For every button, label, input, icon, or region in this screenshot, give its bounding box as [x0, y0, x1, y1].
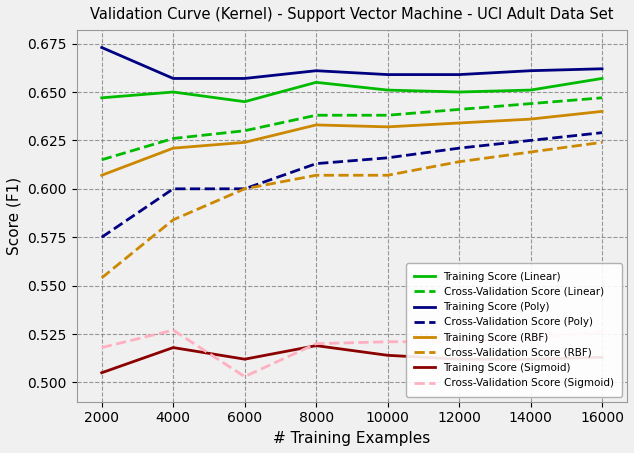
Training Score (Sigmoid): [169, 345, 177, 350]
Cross-Validation Score (RBF): [241, 186, 249, 192]
Cross-Validation Score (RBF): [598, 140, 606, 145]
Training Score (RBF): [98, 173, 105, 178]
Line: Training Score (Linear): Training Score (Linear): [101, 78, 602, 101]
Training Score (Poly): [598, 66, 606, 72]
Training Score (Linear): [527, 87, 534, 93]
Training Score (Poly): [527, 68, 534, 73]
Training Score (RBF): [313, 122, 320, 128]
Training Score (Linear): [384, 87, 391, 93]
Training Score (RBF): [598, 109, 606, 114]
Training Score (Poly): [169, 76, 177, 81]
Title: Validation Curve (Kernel) - Support Vector Machine - UCI Adult Data Set: Validation Curve (Kernel) - Support Vect…: [90, 7, 614, 22]
Training Score (RBF): [241, 140, 249, 145]
Training Score (Linear): [98, 95, 105, 101]
Cross-Validation Score (Poly): [241, 186, 249, 192]
Cross-Validation Score (Poly): [598, 130, 606, 135]
Line: Training Score (Poly): Training Score (Poly): [101, 48, 602, 78]
Line: Cross-Validation Score (Linear): Cross-Validation Score (Linear): [101, 98, 602, 160]
Cross-Validation Score (Linear): [598, 95, 606, 101]
Cross-Validation Score (Sigmoid): [455, 339, 463, 344]
Cross-Validation Score (RBF): [98, 275, 105, 280]
Training Score (Sigmoid): [455, 357, 463, 362]
Training Score (Poly): [98, 45, 105, 50]
Cross-Validation Score (RBF): [313, 173, 320, 178]
Training Score (RBF): [527, 116, 534, 122]
Cross-Validation Score (RBF): [169, 217, 177, 222]
Cross-Validation Score (Poly): [313, 161, 320, 166]
Training Score (RBF): [169, 145, 177, 151]
Training Score (Sigmoid): [598, 355, 606, 360]
X-axis label: # Training Examples: # Training Examples: [273, 431, 430, 446]
Cross-Validation Score (Poly): [527, 138, 534, 143]
Cross-Validation Score (Linear): [527, 101, 534, 106]
Line: Cross-Validation Score (Poly): Cross-Validation Score (Poly): [101, 133, 602, 237]
Cross-Validation Score (Sigmoid): [313, 341, 320, 347]
Legend: Training Score (Linear), Cross-Validation Score (Linear), Training Score (Poly),: Training Score (Linear), Cross-Validatio…: [406, 264, 622, 396]
Training Score (Linear): [169, 89, 177, 95]
Cross-Validation Score (Sigmoid): [598, 329, 606, 335]
Y-axis label: Score (F1): Score (F1): [7, 177, 22, 255]
Training Score (Poly): [384, 72, 391, 77]
Training Score (Sigmoid): [527, 357, 534, 362]
Line: Training Score (RBF): Training Score (RBF): [101, 111, 602, 175]
Training Score (Linear): [313, 80, 320, 85]
Cross-Validation Score (RBF): [527, 149, 534, 155]
Training Score (Linear): [598, 76, 606, 81]
Cross-Validation Score (Linear): [313, 112, 320, 118]
Cross-Validation Score (Sigmoid): [98, 345, 105, 350]
Training Score (RBF): [384, 124, 391, 130]
Cross-Validation Score (Linear): [98, 157, 105, 163]
Cross-Validation Score (RBF): [384, 173, 391, 178]
Cross-Validation Score (Linear): [241, 128, 249, 134]
Cross-Validation Score (Poly): [455, 145, 463, 151]
Cross-Validation Score (Linear): [384, 112, 391, 118]
Cross-Validation Score (Poly): [169, 186, 177, 192]
Training Score (Poly): [313, 68, 320, 73]
Cross-Validation Score (Sigmoid): [527, 335, 534, 341]
Training Score (Poly): [455, 72, 463, 77]
Training Score (Linear): [455, 89, 463, 95]
Cross-Validation Score (Poly): [384, 155, 391, 160]
Training Score (Sigmoid): [384, 352, 391, 358]
Line: Cross-Validation Score (RBF): Cross-Validation Score (RBF): [101, 142, 602, 278]
Line: Cross-Validation Score (Sigmoid): Cross-Validation Score (Sigmoid): [101, 330, 602, 376]
Training Score (Sigmoid): [313, 343, 320, 348]
Cross-Validation Score (Poly): [98, 235, 105, 240]
Cross-Validation Score (Linear): [169, 136, 177, 141]
Cross-Validation Score (RBF): [455, 159, 463, 164]
Training Score (Sigmoid): [98, 370, 105, 376]
Cross-Validation Score (Linear): [455, 107, 463, 112]
Line: Training Score (Sigmoid): Training Score (Sigmoid): [101, 346, 602, 373]
Cross-Validation Score (Sigmoid): [241, 374, 249, 379]
Training Score (Linear): [241, 99, 249, 104]
Cross-Validation Score (Sigmoid): [384, 339, 391, 344]
Training Score (Poly): [241, 76, 249, 81]
Cross-Validation Score (Sigmoid): [169, 328, 177, 333]
Training Score (RBF): [455, 120, 463, 125]
Training Score (Sigmoid): [241, 357, 249, 362]
